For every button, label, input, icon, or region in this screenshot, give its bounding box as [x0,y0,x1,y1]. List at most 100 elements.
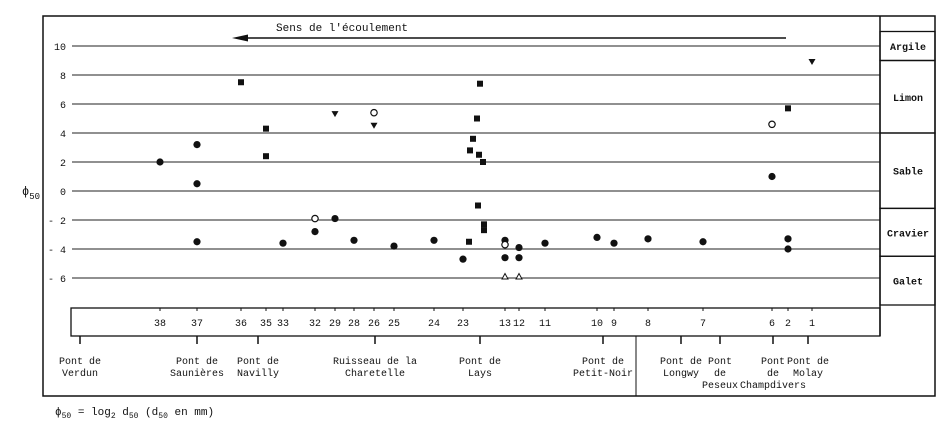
y-tick-label: 2 [60,159,66,170]
flow-label: Sens de l'écoulement [276,23,408,35]
point-circle [610,239,618,247]
station-axis: 38 37 36 35 33 32 29 28 26 25 24 23 13 12 11 10 9 8 7 6 2 1 [70,307,881,337]
station-label: 6 [769,319,775,330]
point-circle [784,245,792,253]
y-axis-label: ϕ50 [22,185,40,202]
station-label: 8 [645,319,651,330]
point-circle [593,233,601,241]
point-open-circle [311,214,319,223]
point-circle [193,180,201,188]
station-label: 28 [348,319,360,330]
station-label: 11 [539,319,551,330]
arrow-head [232,34,248,42]
point-square [263,125,269,132]
point-triangle-down [331,111,339,118]
point-open-circle [501,240,509,249]
grid: 10 8 6 4 2 0 - 2 - 4 - 6 [48,43,880,286]
station-label: 32 [309,319,321,330]
point-circle [768,172,776,181]
bridge-label: Ruisseau de la Charetelle [333,356,417,380]
station-label: 38 [154,319,166,330]
point-circle [193,141,201,149]
station-label: 29 [329,319,341,330]
point-circle [459,255,467,263]
point-circle [350,236,358,244]
station-box [70,307,881,337]
point-square [476,151,482,158]
point-circle [390,242,398,250]
station-label: 2 [785,319,791,330]
station-label: 25 [388,319,400,330]
point-circle [699,238,707,246]
bridge-label: Pont de Molay [787,356,829,380]
station-label: 1 [809,319,815,330]
point-circle [279,239,287,247]
bridge-label: Pont de Navilly [237,356,279,380]
point-circle [644,235,652,243]
point-square [480,159,486,165]
class-legend: Argile Limon Sable Cravier Galet [879,30,936,306]
y-tick-label: - 6 [48,275,66,286]
bridge-label: Pont de Champdivers [740,357,806,392]
footnote: ϕ50 = log2 d50 (d50 en mm) [55,407,214,421]
point-circle [193,238,201,246]
y-tick-label: - 2 [48,217,66,228]
y-tick-label: 10 [54,43,66,54]
frame [42,15,936,397]
bridge-label: Pont de Lays [459,356,501,380]
class-label-argile: Argile [890,42,926,54]
point-circle [501,254,509,262]
bridge-label: Pont de Peseux [702,357,738,392]
bridge-label: Pont de Verdun [59,356,101,380]
flow-arrow: Sens de l'écoulement [232,23,786,42]
point-square [470,135,476,142]
point-circle [331,214,339,223]
point-circle [541,239,549,247]
point-square [263,153,269,160]
class-label-galet: Galet [893,277,923,289]
point-circle [430,236,438,244]
station-label: 35 [260,319,272,330]
point-circle [156,158,164,166]
y-tick-label: - 4 [48,246,66,257]
point-square [466,238,472,245]
point-circle [784,235,792,243]
station-label: 37 [191,319,203,330]
y-tick-label: 8 [60,72,66,83]
station-label: 26 [368,319,380,330]
point-circle [515,254,523,262]
outer-frame [42,15,936,397]
bridge-axis: Pont de Verdun Pont de Saunières Pont de Navi… [59,336,829,396]
point-square [785,105,791,112]
point-circle [515,243,523,252]
station-label: 13 [499,319,511,330]
station-label: 24 [428,319,440,330]
point-square [477,80,483,87]
point-triangle-down [808,58,816,65]
point-open-circle [768,120,776,129]
station-label: 12 [513,319,525,330]
class-label-cravier: Cravier [887,228,929,240]
y-tick-label: 0 [60,188,66,199]
point-square [475,202,481,209]
y-tick-label: 6 [60,101,66,112]
point-circle [311,228,319,236]
station-label: 33 [277,319,289,330]
point-square [238,79,244,86]
bridge-label: Pont de Saunières [170,356,224,380]
point-open-triangle [515,272,523,280]
station-label: 10 [591,319,603,330]
station-label: 7 [700,319,706,330]
point-square [481,221,487,228]
station-label: 36 [235,319,247,330]
point-open-triangle [501,272,509,280]
y-tick-label: 4 [60,130,66,141]
point-square [481,227,487,234]
class-box [879,255,936,306]
station-label: 23 [457,319,469,330]
point-triangle-down [370,122,378,129]
data-points [156,58,816,280]
class-label-limon: Limon [893,93,923,105]
